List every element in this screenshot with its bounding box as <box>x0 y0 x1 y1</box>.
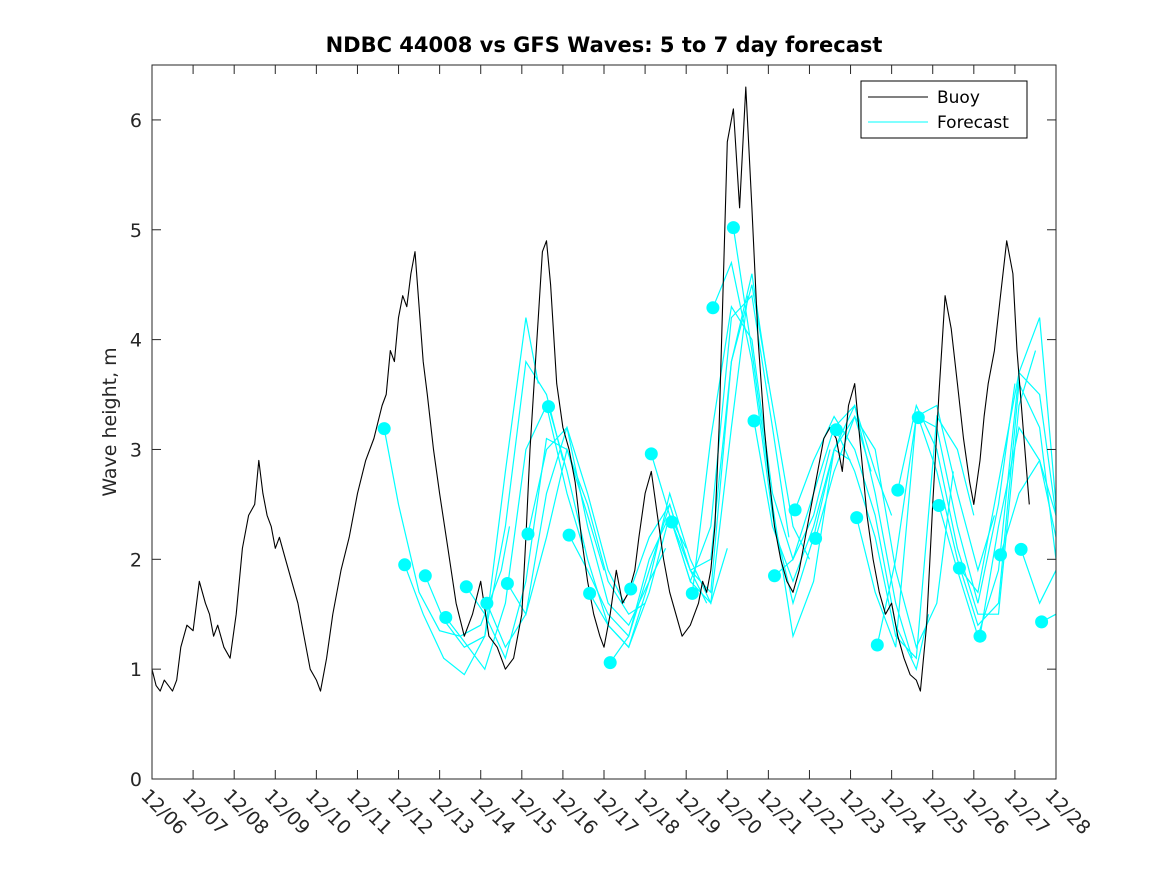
forecast-marker-3 <box>418 569 432 583</box>
forecast-marker-27 <box>911 411 925 425</box>
forecast-marker-23 <box>829 423 843 437</box>
forecast-marker-13 <box>624 582 638 596</box>
forecast-marker-33 <box>1035 615 1049 629</box>
forecast-marker-5 <box>459 580 473 594</box>
forecast-marker-12 <box>603 656 617 670</box>
forecast-trace-24 <box>856 404 995 648</box>
forecast-trace-23 <box>835 414 975 660</box>
forecast-trace-13 <box>630 273 769 594</box>
forecast-marker-6 <box>480 596 494 610</box>
forecast-trace-29 <box>958 371 1057 594</box>
legend-box <box>860 80 1028 139</box>
y-tick-label-2: 2 <box>130 549 142 571</box>
forecast-trace-16 <box>691 305 831 594</box>
y-tick-label-3: 3 <box>130 439 142 461</box>
chart-title: NDBC 44008 vs GFS Waves: 5 to 7 day fore… <box>326 33 883 57</box>
y-tick-label-6: 6 <box>130 110 142 132</box>
forecast-marker-2 <box>398 558 412 572</box>
forecast-marker-11 <box>583 586 597 600</box>
buoy-series <box>151 86 1030 692</box>
forecast-marker-14 <box>644 447 658 461</box>
forecast-marker-8 <box>521 527 535 541</box>
forecast-trace-27 <box>917 381 1057 627</box>
forecast-marker-4 <box>439 611 453 624</box>
forecast-trace-6 <box>486 425 626 649</box>
y-tick-label-0: 0 <box>130 769 142 791</box>
forecast-trace-18 <box>732 227 872 639</box>
forecast-marker-9 <box>542 400 555 414</box>
forecast-marker-32 <box>1014 542 1028 556</box>
forecast-trace-1 <box>383 428 511 637</box>
forecast-marker-19 <box>747 414 761 428</box>
forecast-marker-21 <box>788 503 802 517</box>
forecast-marker-24 <box>850 511 864 525</box>
forecast-marker-30 <box>973 629 987 643</box>
y-tick-label-5: 5 <box>130 220 142 242</box>
buoy-line <box>151 86 1030 692</box>
plot-area <box>152 65 1056 779</box>
forecast-trace-5 <box>465 437 605 660</box>
forecast-series <box>383 227 1057 676</box>
y-axis-label: Wave height, m <box>99 347 121 496</box>
forecast-marker-17 <box>706 301 720 315</box>
forecast-marker-10 <box>562 528 576 542</box>
forecast-marker-7 <box>500 577 514 590</box>
forecast-marker-31 <box>994 548 1007 562</box>
forecast-trace-30 <box>979 425 1057 637</box>
legend-forecast-label: Forecast <box>937 113 1009 133</box>
forecast-marker-22 <box>809 531 823 545</box>
forecast-trace-32 <box>1020 549 1057 605</box>
y-tick-label-1: 1 <box>130 659 142 681</box>
y-axis-ticks: 0 1 2 3 4 5 6 <box>130 110 1056 791</box>
forecast-marker-20 <box>768 569 781 583</box>
forecast-marker-18 <box>726 221 740 235</box>
legend-buoy-label: Buoy <box>937 88 980 108</box>
forecast-marker-29 <box>952 561 966 575</box>
forecast-marker-26 <box>891 483 905 497</box>
forecast-marker-1 <box>377 422 391 436</box>
forecast-trace-3 <box>424 359 564 648</box>
forecast-trace-21 <box>794 415 930 672</box>
forecast-trace-4 <box>445 403 585 671</box>
legend: Buoy Forecast <box>860 80 1028 139</box>
forecast-marker-28 <box>932 499 946 512</box>
forecast-trace-20 <box>774 404 913 659</box>
forecast-trace-8 <box>527 426 667 627</box>
forecast-trace-22 <box>815 415 954 649</box>
y-tick-label-4: 4 <box>130 330 142 352</box>
forecast-markers <box>377 221 1049 670</box>
forecast-trace-25 <box>876 383 1016 646</box>
forecast-trace-31 <box>999 458 1057 556</box>
forecast-marker-16 <box>685 586 699 600</box>
forecast-marker-25 <box>870 638 884 652</box>
forecast-marker-15 <box>665 515 679 529</box>
